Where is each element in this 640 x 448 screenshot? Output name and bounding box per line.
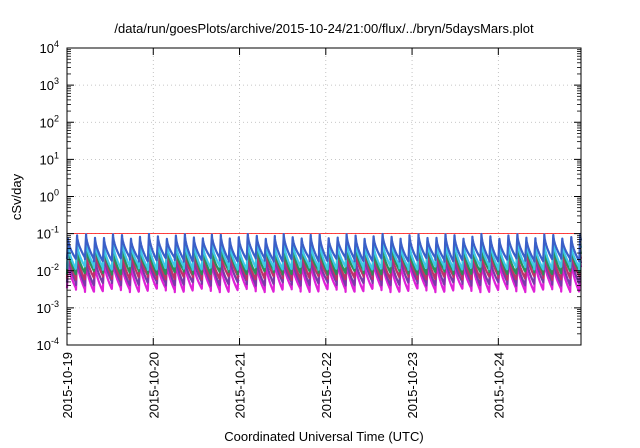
axis-ticks (66, 47, 581, 346)
y-tick-label: 101 (40, 150, 59, 167)
y-tick-label: 104 (40, 39, 59, 56)
y-tick-labels: 10-4 10-3 10-2 10-1 100 101 102 103 104 (37, 39, 59, 353)
y-axis-label: cSv/day (9, 173, 24, 220)
y-tick-label: 10-3 (37, 299, 59, 316)
x-tick-label: 2015-10-24 (491, 352, 506, 419)
y-tick-label: 10-1 (37, 225, 59, 242)
grid-lines (67, 48, 581, 345)
series-line (65, 247, 583, 281)
series-line (65, 243, 583, 276)
series-group (65, 232, 583, 294)
x-tick-labels: 2015-10-19 2015-10-20 2015-10-21 2015-10-22… (60, 352, 506, 419)
chart-title: /data/run/goesPlots/archive/2015-10-24/2… (114, 21, 534, 36)
x-tick-label: 2015-10-20 (146, 352, 161, 419)
y-tick-label: 102 (40, 113, 59, 130)
x-tick-label: 2015-10-22 (319, 352, 334, 419)
x-tick-label: 2015-10-19 (60, 352, 75, 419)
series-line (65, 257, 583, 294)
y-tick-label: 10-4 (37, 336, 59, 353)
series-line (65, 232, 583, 263)
y-tick-label: 10-2 (37, 262, 59, 279)
y-tick-label: 100 (40, 188, 59, 205)
x-tick-label: 2015-10-23 (405, 352, 420, 419)
series-line (65, 252, 583, 287)
x-axis-label: Coordinated Universal Time (UTC) (224, 429, 423, 444)
x-tick-label: 2015-10-21 (233, 352, 248, 419)
series-line (65, 238, 583, 271)
y-tick-label: 103 (40, 76, 59, 93)
